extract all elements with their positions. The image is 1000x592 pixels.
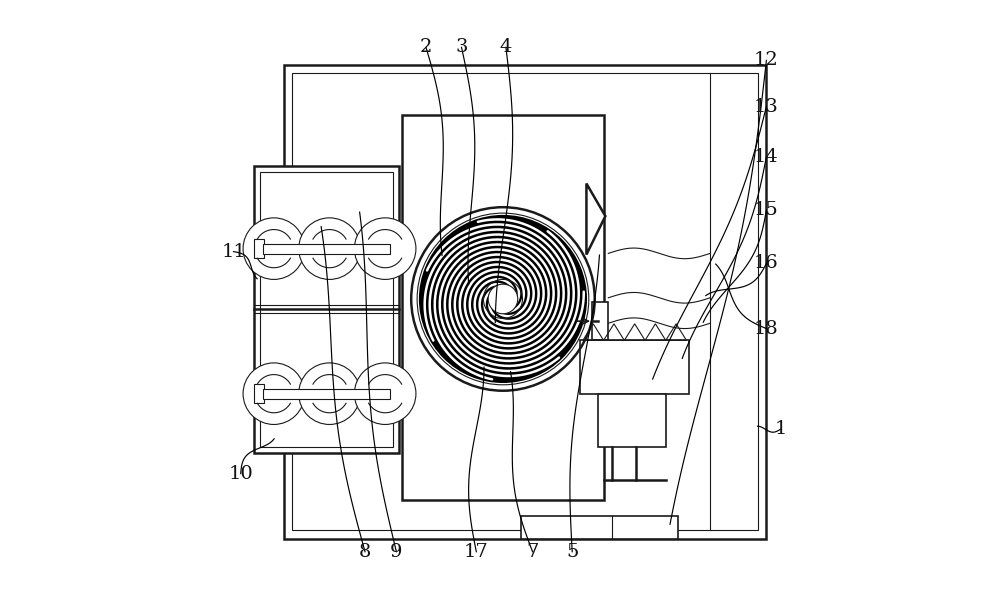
Text: 9: 9 [390, 543, 403, 561]
Bar [263, 389, 390, 398]
Circle shape [299, 363, 360, 424]
Circle shape [354, 363, 416, 424]
Bar [254, 239, 264, 258]
Text: 8: 8 [359, 543, 371, 561]
Text: 10: 10 [228, 465, 253, 482]
Text: 18: 18 [754, 320, 779, 337]
Text: 3: 3 [455, 38, 468, 56]
Circle shape [243, 218, 305, 279]
Bar [254, 384, 264, 403]
Text: 12: 12 [754, 52, 779, 69]
Text: 1: 1 [774, 420, 787, 438]
Circle shape [419, 215, 587, 383]
Bar [292, 73, 758, 530]
Bar [592, 302, 608, 340]
Circle shape [299, 218, 360, 279]
Circle shape [243, 363, 305, 424]
Text: 7: 7 [526, 543, 539, 561]
Bar [580, 340, 689, 394]
Text: 17: 17 [464, 543, 489, 561]
Circle shape [488, 284, 518, 314]
Polygon shape [586, 184, 605, 255]
Text: 4: 4 [500, 38, 512, 56]
Bar [598, 394, 666, 447]
Text: 16: 16 [754, 255, 779, 272]
Text: 13: 13 [754, 98, 779, 115]
Circle shape [354, 218, 416, 279]
Text: 11: 11 [221, 243, 246, 260]
Text: 5: 5 [566, 543, 578, 561]
Bar [263, 244, 390, 253]
Text: 15: 15 [754, 201, 779, 219]
Bar [284, 65, 766, 539]
Bar [402, 115, 604, 500]
Text: 2: 2 [420, 38, 432, 56]
Bar [260, 172, 393, 447]
Text: 14: 14 [754, 148, 779, 166]
Bar [521, 516, 678, 539]
Bar [254, 166, 399, 453]
